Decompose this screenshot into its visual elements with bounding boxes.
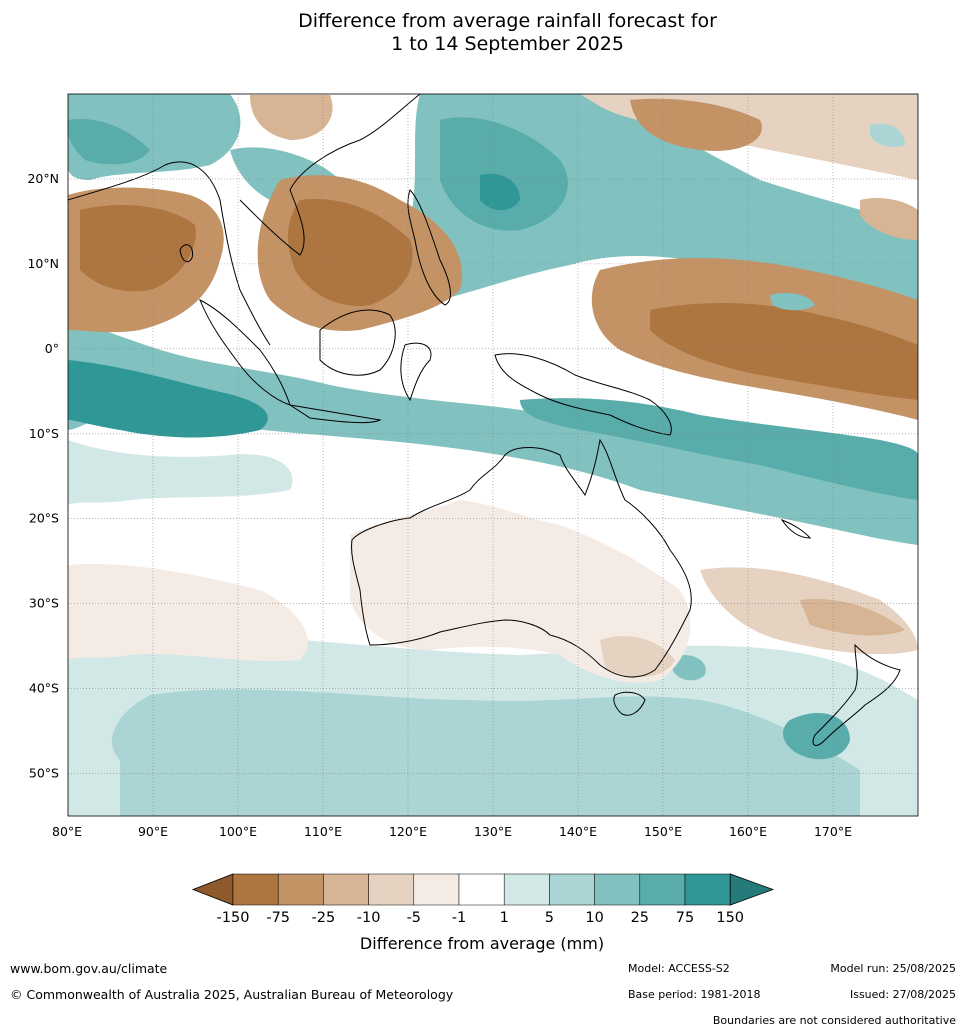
colorbar-bin <box>323 873 369 906</box>
colorbar-tick-label: -150 <box>217 910 250 926</box>
website-link[interactable]: www.bom.gov.au/climate <box>10 961 168 976</box>
colorbar-tick-label: -1 <box>452 910 466 926</box>
latitude-tick-label: 10°S <box>29 426 59 441</box>
sulawesi-coastline <box>400 342 432 402</box>
colorbar-tick-label: 25 <box>631 910 649 926</box>
longitude-tick-label: 80°E <box>52 824 82 839</box>
colorbar-bin <box>368 873 415 906</box>
sri-lanka-coastline <box>179 244 194 263</box>
new-caledonia-coastline <box>780 518 812 539</box>
model-name: Model: ACCESS-S2 <box>628 962 730 975</box>
new-guinea-coastline <box>494 353 672 436</box>
title-line-2: 1 to 14 September 2025 <box>391 33 624 55</box>
colorbar-bin <box>503 873 550 906</box>
longitude-tick-label: 140°E <box>559 824 597 839</box>
longitude-tick-label: 90°E <box>138 824 168 839</box>
colorbar-bin <box>594 873 641 906</box>
colorbar-bin <box>458 873 505 906</box>
australia-coastline <box>351 438 692 678</box>
longitude-tick-label: 120°E <box>389 824 427 839</box>
colorbar-label: Difference from average (mm) <box>360 934 604 953</box>
java-coastline <box>289 404 382 424</box>
longitude-tick-label: 150°E <box>644 824 682 839</box>
longitude-tick-label: 130°E <box>474 824 512 839</box>
latitude-tick-label: 0° <box>45 341 59 356</box>
latitude-tick-label: 30°S <box>29 596 59 611</box>
australia-slight-dry <box>350 500 691 683</box>
latitude-tick-label: 50°S <box>29 766 59 781</box>
colorbar-tick-label: -75 <box>266 910 290 926</box>
longitude-tick-label: 100°E <box>219 824 257 839</box>
colorbar-tick-label: 5 <box>545 910 554 926</box>
latitude-tick-label: 20°S <box>29 511 59 526</box>
borneo-coastline <box>319 309 396 376</box>
latitude-tick-label: 20°N <box>27 171 59 186</box>
latitude-tick-label: 40°S <box>29 681 59 696</box>
tasmania-coastline <box>613 691 646 716</box>
boundaries-note: Boundaries are not considered authoritat… <box>712 1014 956 1027</box>
colorbar: -150 -75 -25 -10 -5 -1 1 5 10 25 75 150 <box>191 873 775 926</box>
map-title: Difference from average rainfall forecas… <box>0 10 965 56</box>
base-period: Base period: 1981-2018 <box>628 988 761 1001</box>
new-zealand-coastline <box>812 643 901 746</box>
colorbar-tick-label: 1 <box>500 910 509 926</box>
longitude-tick-label: 170°E <box>814 824 852 839</box>
longitude-tick-label: 110°E <box>304 824 342 839</box>
map-frame <box>67 93 919 817</box>
colorbar-extend-low <box>191 873 234 906</box>
longitude-tick-label: 160°E <box>729 824 767 839</box>
tropical-wet-band <box>68 320 918 545</box>
colorbar-bin <box>639 873 686 906</box>
colorbar-bin <box>277 873 324 906</box>
colorbar-tick-label: 75 <box>676 910 694 926</box>
issued-date: Issued: 27/08/2025 <box>849 988 956 1001</box>
colorbar-tick-label: -25 <box>312 910 336 926</box>
copyright-text: © Commonwealth of Australia 2025, Austra… <box>10 987 454 1002</box>
colorbar-tick-label: -10 <box>357 910 381 926</box>
colorbar-tick-label: 150 <box>716 910 744 926</box>
philippines-coastline <box>407 189 451 306</box>
title-line-1: Difference from average rainfall forecas… <box>298 10 717 32</box>
colorbar-bin <box>232 873 279 906</box>
colorbar-bin <box>684 873 731 906</box>
mainland-se-asia-coastline <box>68 94 421 346</box>
colorbar-bin <box>413 873 460 906</box>
colorbar-tick-label: 10 <box>585 910 603 926</box>
coastlines <box>68 94 901 746</box>
colorbar-extend-high <box>729 873 775 906</box>
latitude-tick-label: 10°N <box>27 256 59 271</box>
colorbar-bin <box>549 873 595 906</box>
model-run-date: Model run: 25/08/2025 <box>830 962 956 975</box>
colorbar-tick-label: -5 <box>407 910 421 926</box>
axis-tick-labels: 80°E 90°E 100°E 110°E 120°E 130°E 140°E 150°E 16… <box>27 171 852 839</box>
